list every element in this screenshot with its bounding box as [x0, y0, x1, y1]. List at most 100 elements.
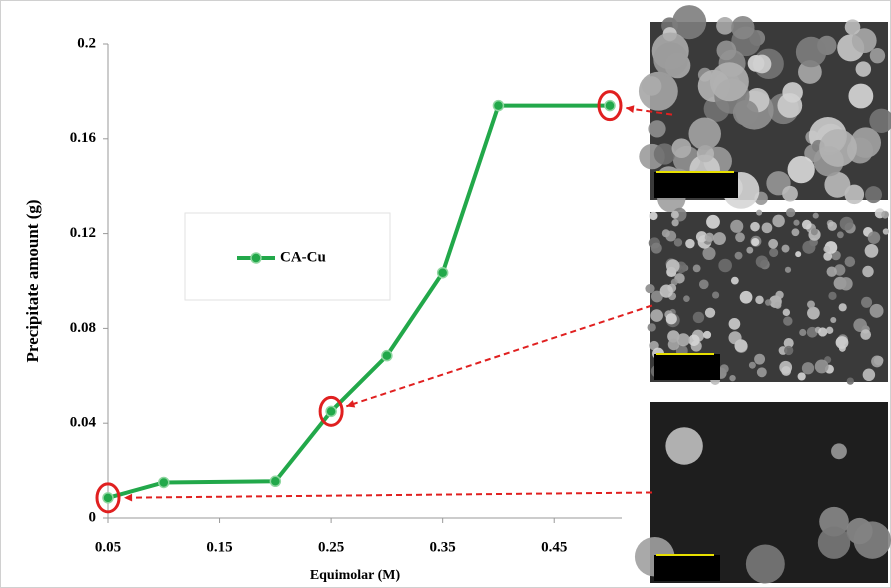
sem-particle: [883, 228, 889, 234]
data-point: [438, 268, 448, 278]
x-axis-label: Equimolar (M): [310, 568, 401, 583]
x-tick-label: 0.15: [206, 539, 232, 555]
sem-particle: [740, 291, 753, 304]
sem-particle: [774, 302, 781, 309]
sem-particle: [792, 228, 800, 236]
sem-particle: [683, 295, 690, 302]
sem-particle: [666, 313, 677, 324]
sem-particle: [718, 259, 732, 273]
sem-particle: [703, 331, 711, 339]
sem-particle: [781, 366, 791, 376]
sem-particle: [729, 375, 735, 381]
sem-particle: [735, 232, 745, 242]
sem-particle: [677, 333, 690, 346]
sem-particle: [693, 264, 701, 272]
sem-particle: [653, 42, 687, 76]
data-point: [326, 406, 336, 416]
sem-particle: [733, 100, 759, 126]
y-tick-label: 0: [89, 509, 97, 525]
sem-particle: [672, 138, 692, 158]
sem-particle: [749, 362, 756, 369]
sem-particle: [870, 48, 885, 63]
sem-particle: [862, 266, 873, 277]
sem-particle: [688, 118, 721, 151]
sem-particle: [746, 545, 785, 584]
sem-particle: [865, 244, 879, 258]
sem-particle: [807, 300, 815, 308]
sem-particle: [783, 316, 792, 325]
y-tick-label: 0.16: [70, 130, 97, 146]
sem-particle: [831, 443, 847, 459]
sem-particle: [651, 243, 662, 254]
y-tick-label: 0.08: [70, 320, 96, 336]
sem-particle: [662, 229, 670, 237]
sem-particle: [837, 231, 844, 238]
sem-particle: [782, 82, 803, 103]
sem-particle: [768, 239, 778, 249]
sem-particle: [788, 156, 815, 183]
sem-particle: [639, 72, 678, 111]
sem-particle: [802, 241, 815, 254]
sem-particle: [813, 213, 819, 219]
legend-label: CA-Cu: [280, 249, 326, 265]
data-point: [103, 493, 113, 503]
sem-particle: [746, 247, 753, 254]
y-axis-label: Precipitate amount (g): [23, 199, 42, 362]
sem-particle: [799, 329, 806, 336]
sem-particle: [751, 238, 759, 246]
sem-particle: [784, 346, 793, 355]
sem-particle: [712, 291, 719, 298]
sem-particle: [699, 280, 709, 290]
sem-particle: [783, 309, 790, 316]
sem-particle: [648, 120, 665, 137]
sem-particle: [815, 360, 829, 374]
sem-particle: [772, 215, 785, 228]
data-point: [382, 351, 392, 361]
sem-particle: [881, 211, 889, 219]
sem-particle: [730, 220, 743, 233]
sem-particle: [839, 303, 847, 311]
x-tick-label: 0.25: [318, 539, 344, 555]
sem-particle: [823, 252, 832, 261]
sem-particle: [802, 220, 812, 230]
sem-particle: [717, 40, 737, 60]
chart: Precipitate amount (g) Equimolar (M) 0 0.…: [0, 0, 891, 588]
sem-particle: [819, 129, 857, 167]
sem-particle: [649, 212, 657, 220]
sem-particle: [793, 220, 799, 226]
sem-particle: [647, 323, 655, 331]
sem-particle: [710, 62, 749, 101]
sem-particle: [868, 231, 881, 244]
sem-particle: [755, 296, 763, 304]
sem-particle: [856, 61, 872, 77]
sem-particle: [870, 304, 884, 318]
sem-particle: [769, 248, 778, 257]
sem-particle: [757, 367, 767, 377]
data-point: [493, 101, 503, 111]
sem-particle: [762, 222, 773, 233]
sem-particle: [674, 238, 682, 246]
scale-label: 5 µm: [660, 562, 686, 576]
y-tick-label: 0.12: [70, 225, 96, 241]
x-tick-label: 0.45: [541, 539, 567, 555]
sem-particle: [705, 233, 714, 242]
x-tick-label: 0.35: [430, 539, 456, 555]
sem-particle: [693, 312, 704, 323]
sem-particle: [645, 284, 654, 293]
sem-particle: [847, 377, 854, 384]
sem-particle: [731, 277, 739, 285]
sem-particle: [775, 291, 783, 299]
sem-particle: [665, 427, 702, 464]
legend-marker: [251, 253, 261, 263]
data-point: [159, 477, 169, 487]
sem-particle: [650, 309, 663, 322]
sem-particle: [827, 266, 837, 276]
sem-particle: [840, 217, 854, 231]
sem-particle: [671, 211, 679, 219]
sem-particle: [753, 55, 772, 74]
sem-particle: [861, 297, 872, 308]
sem-particle: [765, 299, 771, 305]
sem-particle: [845, 256, 856, 267]
sem-particle: [685, 239, 694, 248]
data-point: [270, 476, 280, 486]
